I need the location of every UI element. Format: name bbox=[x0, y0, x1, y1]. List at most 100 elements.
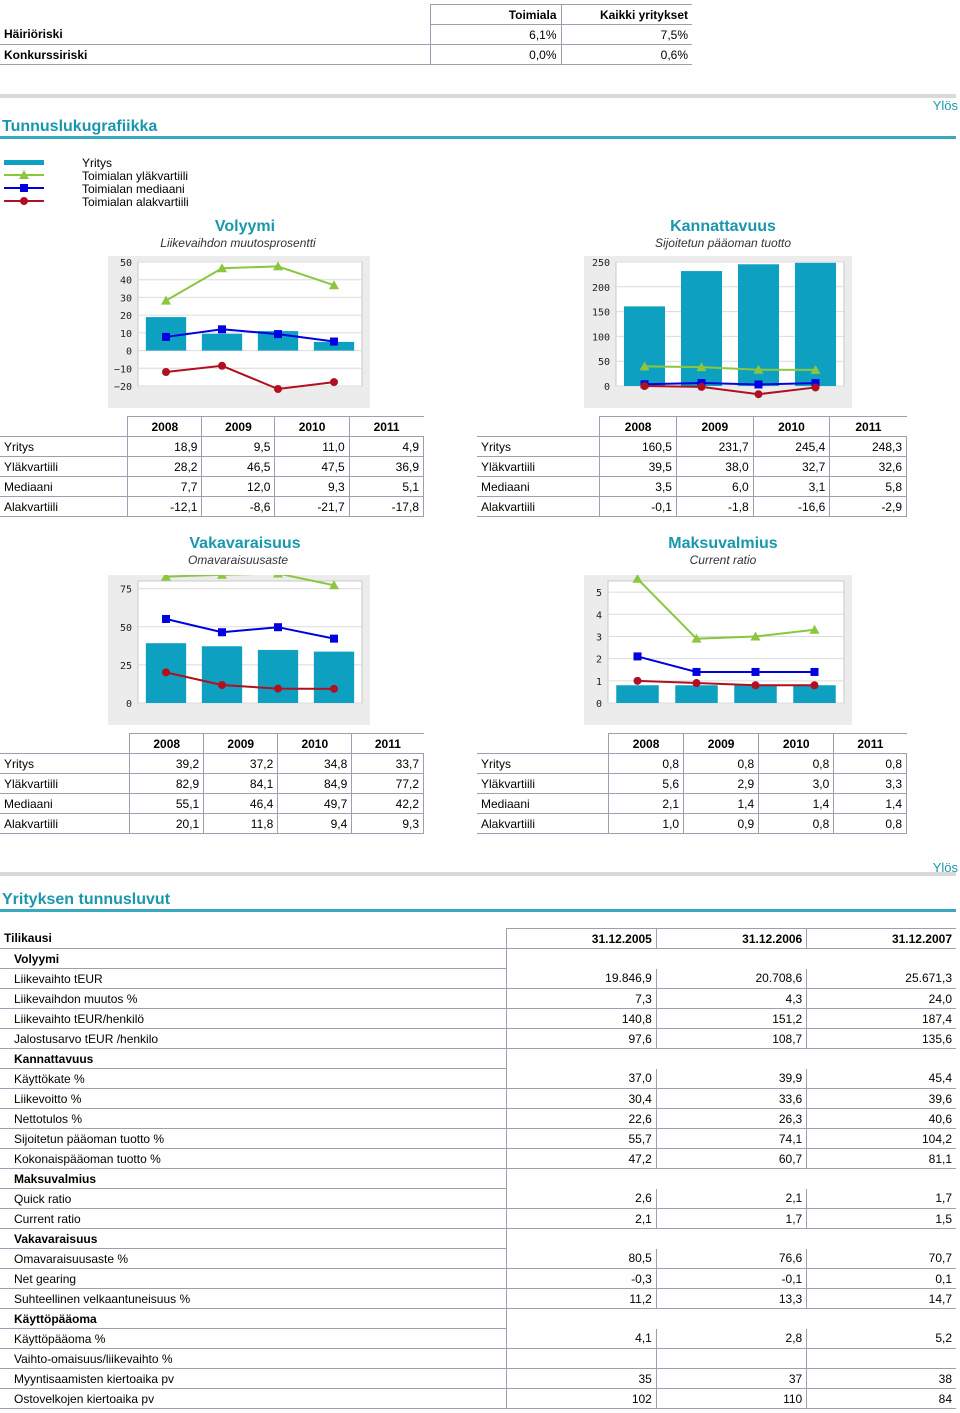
metric-value: -0,1 bbox=[655, 1268, 807, 1289]
legend-label: Toimialan yläkvartiili bbox=[82, 169, 189, 183]
mediaani-line bbox=[637, 655, 815, 673]
row-label: Yritys bbox=[477, 436, 601, 457]
table-cell: 46,5 bbox=[201, 456, 276, 477]
legend-swatch-lower bbox=[4, 197, 44, 205]
maksuvalmius-chart: 5 4 3 2 1 0 bbox=[584, 575, 852, 725]
y-tick-label: 30 bbox=[120, 293, 132, 304]
mediaani-point bbox=[633, 652, 642, 661]
ylos-link[interactable]: Ylös bbox=[932, 98, 958, 113]
row-label: Yritys bbox=[0, 753, 131, 774]
row-label: Mediaani bbox=[477, 793, 609, 814]
section-underline bbox=[0, 136, 956, 139]
metric-value: 110 bbox=[655, 1388, 807, 1409]
year-header: 2009 bbox=[201, 416, 275, 437]
table-cell: 39,2 bbox=[129, 753, 205, 774]
metric-value: 19.846,9 bbox=[505, 968, 657, 989]
table-cell: 1,4 bbox=[758, 793, 835, 814]
section-title: Tunnuslukugrafiikka bbox=[2, 118, 158, 135]
table-cell: -17,8 bbox=[349, 496, 425, 517]
metric-value: 14,7 bbox=[806, 1288, 956, 1309]
chart-subtitle: Sijoitetun pääoman tuotto bbox=[654, 236, 792, 250]
group-heading: Kannattavuus bbox=[0, 1048, 506, 1069]
row-label: Alakvartiili bbox=[0, 496, 129, 517]
mediaani-line bbox=[165, 328, 335, 343]
header-kaikki-yritykset: Kaikki yritykset bbox=[560, 4, 692, 25]
table-cell: 33,7 bbox=[351, 753, 424, 774]
y-tick-label: 5 bbox=[596, 588, 602, 599]
section-divider bbox=[0, 872, 956, 876]
table-cell: 12,0 bbox=[201, 476, 276, 497]
metric-value: 38 bbox=[806, 1368, 956, 1389]
y-tick-label: 0 bbox=[126, 699, 132, 710]
table-cell: 4,9 bbox=[349, 436, 425, 457]
table-cell: 1,4 bbox=[833, 793, 907, 814]
metric-value: 25.671,3 bbox=[806, 968, 956, 989]
ylos-link[interactable]: Ylös bbox=[932, 860, 958, 875]
row-label: Mediaani bbox=[0, 476, 129, 497]
bar-yritys bbox=[793, 685, 836, 703]
row-label: Mediaani bbox=[0, 793, 131, 814]
metric-value: 7,3 bbox=[505, 988, 657, 1009]
metric-value: 80,5 bbox=[505, 1248, 657, 1269]
row-label: Alakvartiili bbox=[477, 813, 609, 834]
chart-subtitle: Current ratio bbox=[689, 553, 757, 567]
table-cell: 36,9 bbox=[349, 456, 425, 477]
table-cell: 9,3 bbox=[351, 813, 424, 834]
metric-value: 104,2 bbox=[806, 1128, 956, 1149]
mediaani-point bbox=[274, 330, 282, 339]
metric-label: Kokonaispääoman tuotto % bbox=[0, 1148, 506, 1169]
table-cell: 1,0 bbox=[608, 813, 685, 834]
metric-label: Quick ratio bbox=[0, 1188, 506, 1209]
metric-value: 24,0 bbox=[806, 988, 956, 1009]
metric-value: 187,4 bbox=[806, 1008, 956, 1029]
period-header: 31.12.2007 bbox=[806, 928, 956, 949]
table-cell: 38,0 bbox=[676, 456, 754, 477]
table-cell: -1,8 bbox=[676, 496, 754, 517]
metric-value: 55,7 bbox=[505, 1128, 657, 1149]
metric-value: 37 bbox=[655, 1368, 807, 1389]
metric-value: 2,6 bbox=[505, 1188, 657, 1209]
alakvartiili-point bbox=[274, 684, 282, 693]
mediaani-point bbox=[218, 325, 226, 334]
chart-title: Volyymi bbox=[214, 218, 276, 235]
bar-yritys bbox=[616, 685, 659, 703]
alakvartiili-point bbox=[811, 383, 820, 392]
row-label: Yläkvartiili bbox=[0, 456, 129, 477]
metric-value: 1,7 bbox=[655, 1208, 807, 1229]
ylakvartiili-point bbox=[273, 261, 283, 271]
ylakvartiili-line bbox=[165, 575, 335, 587]
table-cell: 84,9 bbox=[277, 773, 353, 794]
volyymi-chart: 50 40 30 20 10 0 −10 −20 bbox=[108, 256, 370, 408]
table-cell: 3,1 bbox=[753, 476, 831, 497]
metric-value: 47,2 bbox=[505, 1148, 657, 1169]
metric-label: Ostovelkojen kiertoaika pv bbox=[0, 1388, 506, 1409]
table-cell: -12,1 bbox=[127, 496, 203, 517]
legend-swatch-company bbox=[4, 160, 44, 165]
ylakvartiili-point bbox=[750, 631, 761, 641]
ylakvartiili-point bbox=[632, 575, 643, 583]
kannattavuus-table: 2008 2009 2010 2011 Yritys 160,5 231,7 245,4 248… bbox=[477, 416, 907, 517]
y-tick-label: 250 bbox=[592, 258, 610, 269]
metric-value: 70,7 bbox=[806, 1248, 956, 1269]
mediaani-point bbox=[330, 337, 338, 346]
y-tick-label: 100 bbox=[592, 332, 610, 343]
metric-value: 40,6 bbox=[806, 1108, 956, 1129]
metric-value: 2,1 bbox=[505, 1208, 657, 1229]
metric-value: 140,8 bbox=[505, 1008, 657, 1029]
table-cell: 37,2 bbox=[203, 753, 279, 774]
chart-title: Kannattavuus bbox=[670, 218, 776, 235]
legend-swatch-upper bbox=[4, 170, 44, 179]
metric-value: 1,5 bbox=[806, 1208, 956, 1229]
table-cell: 11,0 bbox=[274, 436, 350, 457]
plot-area bbox=[607, 580, 845, 704]
y-tick-label: 50 bbox=[120, 623, 132, 634]
y-tick-label: 75 bbox=[120, 585, 132, 596]
year-header: 2010 bbox=[758, 733, 834, 754]
bar-yritys bbox=[201, 646, 243, 703]
table-cell: 0,9 bbox=[683, 813, 760, 834]
group-heading: Vakavaraisuus bbox=[0, 1228, 506, 1249]
metric-label: Käyttöpääoma % bbox=[0, 1328, 506, 1349]
bar-yritys bbox=[257, 649, 299, 703]
table-cell: 32,6 bbox=[829, 456, 907, 477]
mediaani-point bbox=[218, 628, 226, 637]
